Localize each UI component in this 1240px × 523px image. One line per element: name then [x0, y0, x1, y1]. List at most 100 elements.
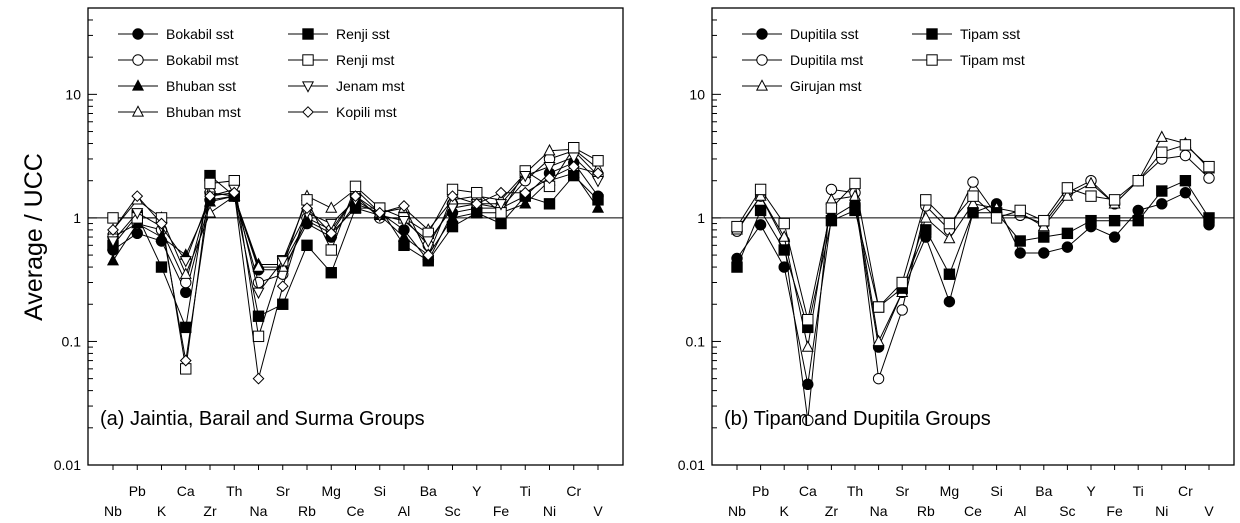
data-point	[276, 256, 289, 268]
legend-marker	[131, 79, 145, 91]
data-point	[179, 256, 192, 268]
x-tick-label: Pb	[129, 483, 146, 499]
data-point	[228, 186, 241, 199]
y-tick-label: 1	[73, 210, 81, 226]
data-point	[349, 180, 362, 193]
y-tick-label: 10	[65, 86, 81, 102]
data-point	[325, 267, 337, 279]
data-point	[131, 190, 144, 203]
x-tick-label: Sr	[276, 483, 290, 499]
data-point	[943, 268, 956, 280]
x-tick-label: Rb	[298, 503, 316, 519]
data-point	[422, 249, 435, 262]
y-tick-label: 0.01	[54, 457, 81, 473]
data-point	[543, 198, 556, 210]
data-point	[825, 214, 838, 227]
data-point	[754, 204, 767, 217]
x-tick-label: Y	[472, 483, 482, 499]
data-point	[754, 189, 767, 201]
data-point	[301, 202, 313, 215]
data-point	[325, 244, 337, 256]
legend-marker	[926, 28, 938, 40]
x-tick-label: Ba	[420, 483, 437, 499]
data-point	[155, 261, 168, 273]
data-point	[519, 170, 532, 183]
data-point	[1108, 214, 1121, 227]
data-point	[325, 227, 338, 240]
data-point	[106, 236, 120, 248]
data-point	[397, 215, 411, 228]
data-point	[967, 190, 979, 202]
x-tick-label: Nb	[728, 503, 746, 519]
legend-marker	[132, 54, 144, 66]
x-tick-label: Ba	[1035, 483, 1052, 499]
data-point	[398, 239, 410, 252]
data-point	[943, 231, 956, 244]
data-point	[872, 334, 885, 347]
data-point	[1108, 194, 1121, 206]
x-tick-label: V	[1204, 503, 1214, 519]
y-tick-label: 0.1	[686, 333, 706, 349]
data-point	[325, 218, 338, 231]
data-point	[920, 224, 932, 236]
data-point	[422, 236, 435, 248]
panel-label: (b) Tipam and Dupitila Groups	[724, 408, 991, 430]
y-axis-label: Average / UCC	[20, 153, 48, 321]
x-tick-label: Ce	[964, 503, 982, 519]
x-tick-label: Si	[990, 483, 1002, 499]
x-tick-label: Th	[226, 483, 242, 499]
data-point	[801, 340, 814, 352]
data-point	[1156, 185, 1168, 197]
x-tick-label: Sc	[444, 503, 460, 519]
data-point	[252, 287, 265, 300]
data-point	[107, 223, 119, 236]
data-point	[1085, 214, 1097, 227]
legend-label: Tipam mst	[960, 52, 1025, 68]
data-point	[1132, 214, 1144, 227]
data-point	[179, 267, 192, 279]
data-point	[276, 280, 289, 293]
x-tick-label: K	[157, 503, 167, 519]
x-tick-label: V	[593, 503, 603, 519]
data-point	[1179, 149, 1192, 162]
data-point	[494, 199, 508, 211]
data-point	[567, 160, 580, 173]
data-point	[919, 211, 932, 223]
y-tick-label: 10	[689, 86, 705, 102]
data-point	[1155, 130, 1168, 142]
legend-label: Bhuban mst	[166, 104, 241, 120]
data-point	[872, 372, 885, 385]
data-point	[204, 190, 216, 203]
data-point	[990, 212, 1003, 224]
data-point	[943, 217, 956, 230]
series-line	[736, 144, 1210, 320]
data-point	[519, 197, 532, 209]
data-point	[446, 220, 459, 233]
data-point	[1085, 190, 1097, 202]
x-tick-label: Rb	[917, 503, 935, 519]
data-point	[106, 253, 120, 266]
x-tick-label: Cr	[566, 483, 581, 499]
data-point	[1156, 198, 1168, 210]
x-tick-label: K	[780, 503, 790, 519]
data-point	[1061, 227, 1074, 240]
data-point	[252, 330, 265, 343]
data-point	[1203, 160, 1215, 173]
x-tick-label: Y	[1086, 483, 1096, 499]
data-point	[592, 194, 604, 206]
data-point	[849, 177, 861, 190]
panel-a: 0.01 0.1 1 10 Nb Pb K Ca Zr Th Na Sr Rb Mg Ce Si Al Ba Sc Y…	[54, 7, 624, 519]
data-point	[543, 161, 556, 174]
legend-label: Jenam mst	[336, 78, 405, 94]
legend-label: Bokabil sst	[166, 26, 234, 42]
data-point	[398, 200, 410, 212]
data-point	[592, 155, 604, 167]
data-point	[495, 186, 507, 199]
data-point	[107, 212, 119, 224]
legend-label: Girujan mst	[790, 78, 862, 94]
data-point	[1179, 175, 1192, 187]
x-tick-label: Ti	[1133, 483, 1144, 499]
x-tick-label: Ni	[543, 503, 556, 519]
data-point	[1038, 231, 1050, 243]
x-tick-label: Ti	[520, 483, 531, 499]
